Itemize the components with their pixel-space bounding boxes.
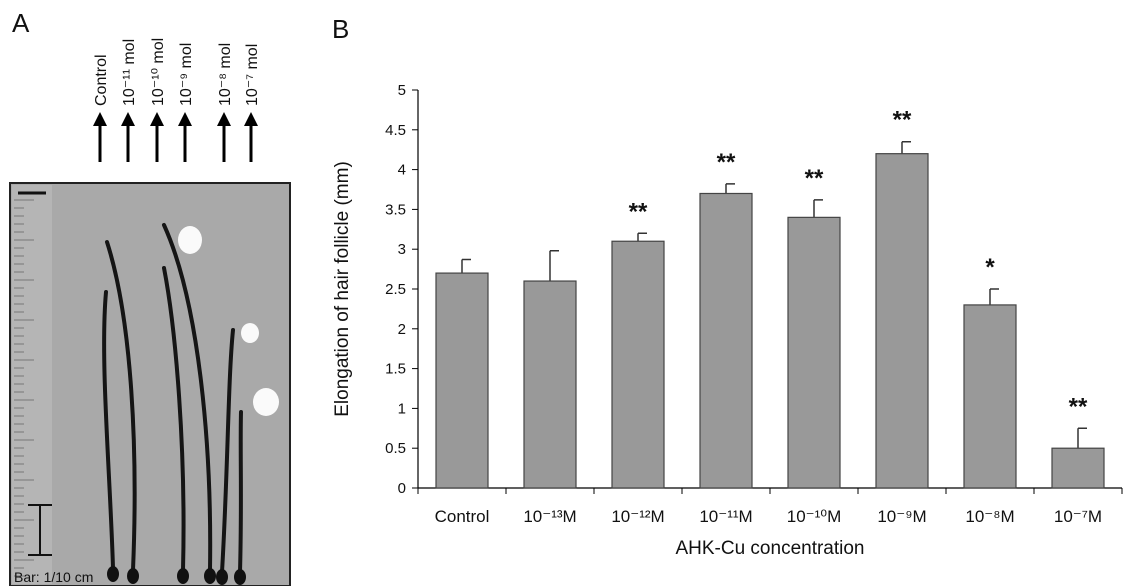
error-bar [813,199,823,218]
error-bar [549,250,559,282]
error-bar [901,140,911,154]
error-bar [637,232,647,242]
arrow-label: 10⁻⁹ mol [178,43,195,106]
arrow-label: 10⁻¹¹ mol [121,39,138,106]
y-tick-label: 4 [398,162,406,179]
significance: ** [1069,393,1088,420]
bar [435,272,489,489]
y-tick-label: 3 [398,241,406,258]
error-bar [461,258,471,274]
panel-label: B [332,14,349,44]
y-tick-label: 0.5 [385,440,406,457]
y-tick-label: 3.5 [385,201,406,218]
y-tick-label: 0 [398,480,406,497]
bar [1051,447,1105,489]
x-tick-label: 10⁻⁹M [877,507,926,526]
arrow-label: Control [93,54,110,106]
x-tick-label: 10⁻¹¹M [699,507,752,526]
error-bar [1077,427,1087,449]
y-tick-label: 2 [398,321,406,338]
x-tick-label: 10⁻⁷M [1054,507,1102,526]
bar [875,153,929,489]
bar [611,240,665,489]
scale-text: Bar: 1/10 cm [14,569,93,585]
significance: ** [629,198,648,225]
x-tick-label: 10⁻⁸M [965,507,1014,526]
y-tick-label: 5 [398,82,406,99]
arrow-head [217,112,231,126]
arrow-head [244,112,258,126]
bar [523,280,577,489]
significance: ** [893,107,912,134]
arrow-label: 10⁻⁷ mol [244,44,261,106]
arrow-head [121,112,135,126]
panel-label: A [12,8,30,38]
bar [963,304,1017,489]
significance: ** [805,165,824,192]
x-tick-label: 10⁻¹²M [611,507,664,526]
y-tick-label: 1 [398,400,406,417]
arrow-head [93,112,107,126]
y-tick-label: 1.5 [385,361,406,378]
arrows: Control 10⁻¹¹ mol 10⁻¹⁰ mol 10⁻⁹ mol 10⁻⁸ mo… [93,38,261,162]
bar [699,192,753,489]
significance: * [985,254,995,281]
y-axis-title: Elongation of hair follicle (mm) [332,161,353,417]
arrow-head [178,112,192,126]
significance: ** [717,149,736,176]
arrow-label: 10⁻⁸ mol [217,43,234,106]
arrow-label: 10⁻¹⁰ mol [150,38,167,106]
error-bar [725,183,735,194]
y-tick-label: 2.5 [385,281,406,298]
bar [787,216,841,489]
x-axis-title: AHK-Cu concentration [675,538,864,559]
y-tick-label: 4.5 [385,122,406,139]
arrow-head [150,112,164,126]
photo: Bar: 1/10 cm [9,182,291,586]
x-tick-label: 10⁻¹⁰M [787,507,842,526]
x-tick-label: Control [435,507,490,526]
x-tick-label: 10⁻¹³M [523,507,576,526]
error-bar [989,288,999,305]
